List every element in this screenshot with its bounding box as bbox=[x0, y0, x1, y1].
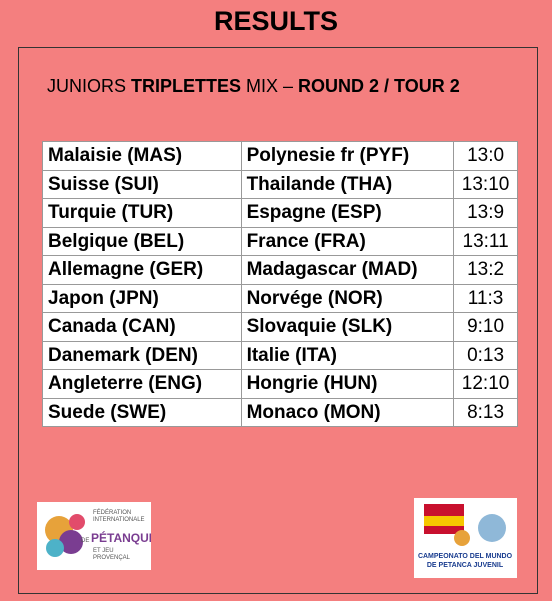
team: Slovaquie (SLK) bbox=[240, 312, 455, 342]
team: Norvége (NOR) bbox=[240, 283, 455, 313]
score: 13:9 bbox=[453, 198, 518, 228]
team: Canada (CAN) bbox=[42, 312, 242, 342]
table-row: Belgique (BEL) France (FRA) 13:11 bbox=[42, 226, 518, 256]
team: Espagne (ESP) bbox=[240, 198, 455, 228]
score: 11:3 bbox=[453, 283, 518, 313]
table-row: Suisse (SUI) Thailande (THA) 13:10 bbox=[42, 169, 518, 199]
team: Angleterre (ENG) bbox=[42, 369, 242, 399]
team: Thailande (THA) bbox=[240, 169, 455, 199]
table-row: Allemagne (GER) Madagascar (MAD) 13:2 bbox=[42, 255, 518, 285]
logo-text: PROVENÇAL bbox=[93, 555, 131, 561]
logo-badge bbox=[454, 530, 470, 546]
campeonato-logo: CAMPEONATO DEL MUNDO DE PETANCA JUVENIL bbox=[414, 498, 517, 578]
results-table: Malaisie (MAS) Polynesie fr (PYF) 13:0 Suis… bbox=[42, 141, 518, 427]
logo-text: INTERNATIONALE bbox=[93, 517, 145, 523]
team: Suisse (SUI) bbox=[42, 169, 242, 199]
title: RESULTS bbox=[213, 6, 338, 36]
table-row: Suede (SWE) Monaco (MON) 8:13 bbox=[42, 397, 518, 427]
team: Polynesie fr (PYF) bbox=[240, 141, 455, 171]
score: 13:11 bbox=[453, 226, 518, 256]
table-row: Japon (JPN) Norvége (NOR) 11:3 bbox=[42, 283, 518, 313]
team: Monaco (MON) bbox=[240, 397, 455, 427]
table-row: Turquie (TUR) Espagne (ESP) 13:9 bbox=[42, 198, 518, 228]
flag-stripe bbox=[424, 526, 464, 534]
logo-text: DE bbox=[81, 538, 89, 544]
frame bbox=[18, 47, 538, 594]
subtitle: JUNIORS TRIPLETTES MIX – ROUND 2 / TOUR … bbox=[47, 76, 460, 97]
subtitle-part: MIX – bbox=[241, 76, 299, 96]
subtitle-part: ROUND 2 / TOUR 2 bbox=[298, 76, 460, 96]
score: 13:0 bbox=[453, 141, 518, 171]
subtitle-part: JUNIORS bbox=[47, 76, 132, 96]
score: 13:10 bbox=[453, 169, 518, 199]
team: Allemagne (GER) bbox=[42, 255, 242, 285]
table-row: Angleterre (ENG) Hongrie (HUN) 12:10 bbox=[42, 369, 518, 399]
team: Japon (JPN) bbox=[42, 283, 242, 313]
logo-ball bbox=[69, 514, 85, 530]
logo-ball bbox=[59, 530, 83, 554]
team: Italie (ITA) bbox=[240, 340, 455, 370]
score: 13:2 bbox=[453, 255, 518, 285]
logo-text: PÉTANQUE bbox=[91, 530, 151, 545]
score: 9:10 bbox=[453, 312, 518, 342]
flag-stripe bbox=[424, 516, 464, 526]
team: Madagascar (MAD) bbox=[240, 255, 455, 285]
table-row: Danemark (DEN) Italie (ITA) 0:13 bbox=[42, 340, 518, 370]
team: Hongrie (HUN) bbox=[240, 369, 455, 399]
logo-text: CAMPEONATO DEL MUNDO bbox=[418, 553, 513, 560]
team: Malaisie (MAS) bbox=[42, 141, 242, 171]
team: Turquie (TUR) bbox=[42, 198, 242, 228]
logo-text: ET JEU bbox=[93, 548, 114, 554]
team: Belgique (BEL) bbox=[42, 226, 242, 256]
flag-stripe bbox=[424, 504, 464, 516]
team: France (FRA) bbox=[240, 226, 455, 256]
team: Suede (SWE) bbox=[42, 397, 242, 427]
table-row: Malaisie (MAS) Polynesie fr (PYF) 13:0 bbox=[42, 141, 518, 171]
logo-ball bbox=[46, 539, 64, 557]
team: Danemark (DEN) bbox=[42, 340, 242, 370]
logo-text: FÉDÉRATION bbox=[93, 509, 131, 516]
score: 8:13 bbox=[453, 397, 518, 427]
score: 12:10 bbox=[453, 369, 518, 399]
logo-ball bbox=[478, 514, 506, 542]
score: 0:13 bbox=[453, 340, 518, 370]
logo-text: DE PETANCA JUVENIL bbox=[427, 562, 504, 569]
subtitle-part: TRIPLETTES bbox=[131, 76, 242, 96]
table-row: Canada (CAN) Slovaquie (SLK) 9:10 bbox=[42, 312, 518, 342]
